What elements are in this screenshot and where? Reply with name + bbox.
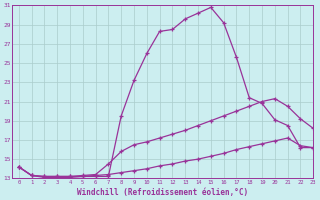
X-axis label: Windchill (Refroidissement éolien,°C): Windchill (Refroidissement éolien,°C) [77, 188, 248, 197]
